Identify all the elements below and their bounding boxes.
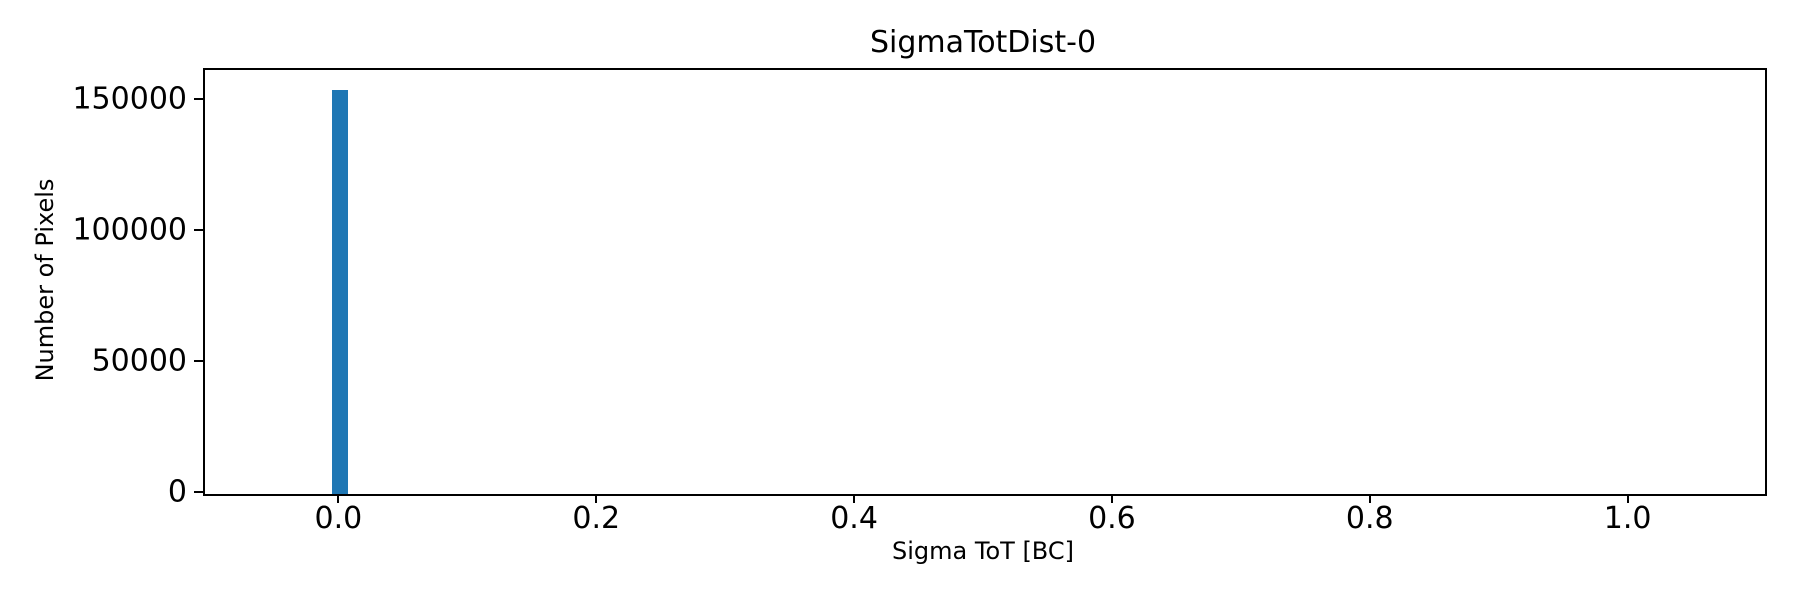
y-tick-label: 150000 (72, 81, 187, 117)
x-axis-label: Sigma ToT [BC] (892, 537, 1074, 565)
x-tick-label: 0.6 (1088, 501, 1136, 536)
plot-area (203, 68, 1767, 496)
y-tick-mark (194, 97, 203, 100)
y-tick-label: 100000 (72, 212, 187, 248)
x-tick-label: 0.0 (314, 501, 363, 536)
x-tick-mark (1368, 494, 1371, 503)
x-tick-mark (1110, 494, 1113, 503)
y-tick-label: 0 (167, 474, 187, 510)
x-tick-label: 0.8 (1345, 501, 1394, 536)
y-tick-mark (194, 491, 203, 493)
chart-title: SigmaTotDist-0 (869, 25, 1097, 60)
x-tick-label: 0.4 (830, 501, 878, 536)
x-tick-label: 0.2 (572, 501, 621, 536)
y-tick-mark (194, 359, 203, 362)
x-tick-mark (595, 494, 598, 503)
x-tick-label: 1.0 (1603, 501, 1652, 536)
x-tick-mark (337, 494, 340, 503)
x-tick-mark (1626, 494, 1629, 503)
y-tick-label: 50000 (91, 343, 187, 379)
histogram-bar (332, 90, 349, 494)
x-tick-mark (853, 494, 856, 503)
y-tick-mark (194, 228, 203, 231)
